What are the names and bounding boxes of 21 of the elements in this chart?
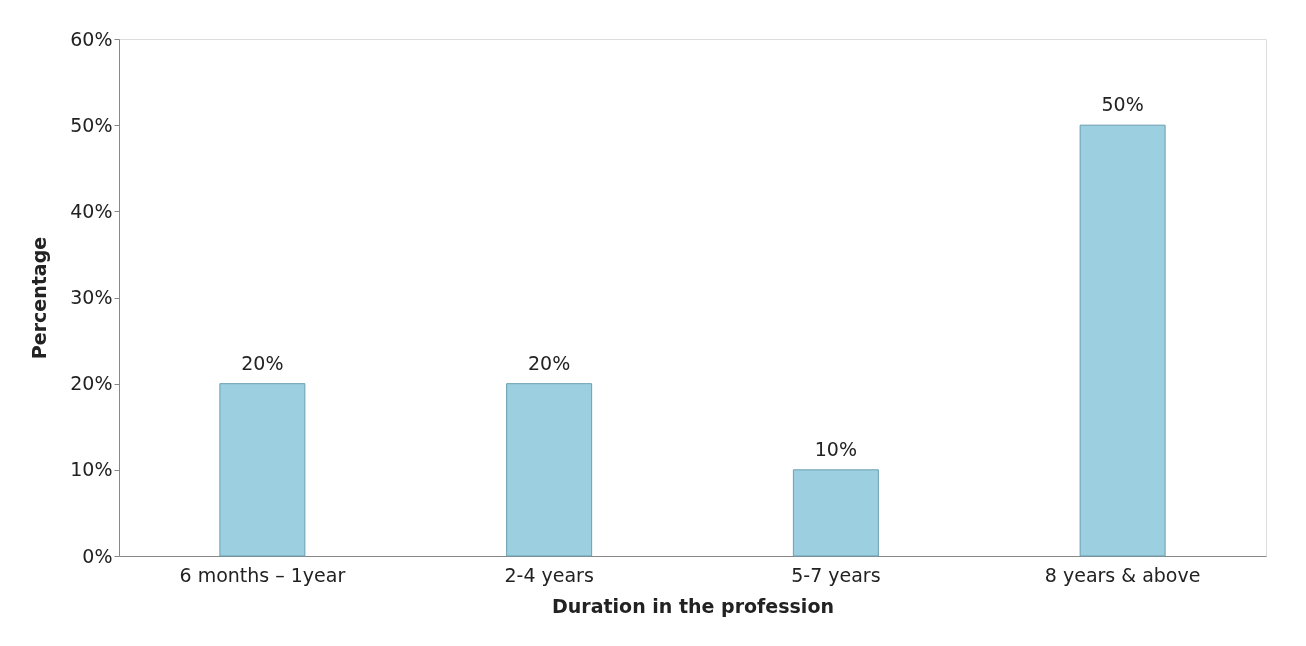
bar xyxy=(792,469,879,557)
y-tick-label: 40% xyxy=(70,199,113,222)
data-label: 20% xyxy=(241,351,284,374)
bar xyxy=(1079,124,1166,557)
data-label: 50% xyxy=(1101,93,1144,116)
x-tick-label: 6 months – 1year xyxy=(179,563,346,586)
y-tick-label: 30% xyxy=(70,286,113,308)
data-label: 10% xyxy=(814,437,857,460)
y-tick-label: 50% xyxy=(70,113,113,136)
y-axis-title: Percentage xyxy=(28,236,51,360)
x-tick-label: 2-4 years xyxy=(504,563,594,586)
bar xyxy=(219,383,306,557)
y-tick-label: 60% xyxy=(70,27,113,50)
bar xyxy=(506,383,593,557)
x-tick-label: 8 years & above xyxy=(1044,563,1201,586)
y-tick-label: 0% xyxy=(82,544,113,567)
x-axis-title: Duration in the profession xyxy=(552,594,834,617)
data-label: 20% xyxy=(528,351,571,374)
y-tick-label: 20% xyxy=(70,372,113,395)
x-tick-label: 5-7 years xyxy=(791,563,881,586)
y-tick-label: 10% xyxy=(70,458,113,481)
